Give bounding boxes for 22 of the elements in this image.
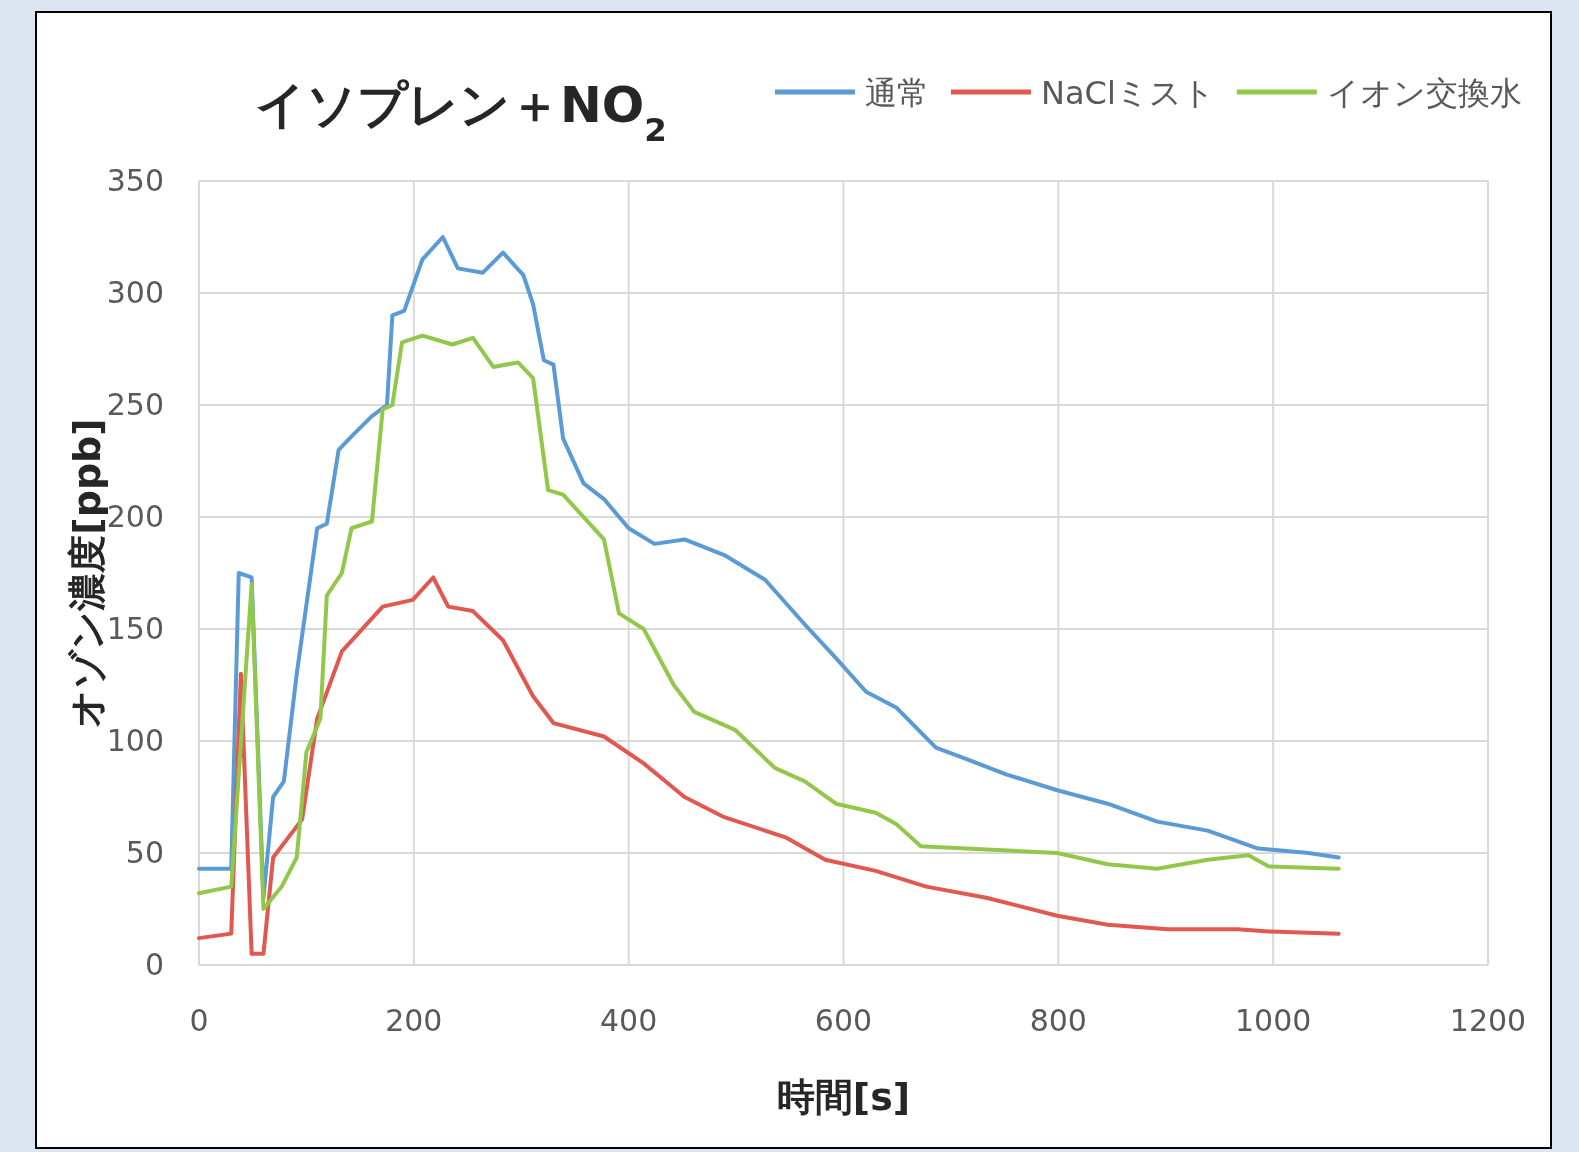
y-tick-label: 100 <box>106 723 164 758</box>
y-tick-label: 50 <box>125 835 164 870</box>
x-tick-label: 0 <box>189 1003 209 1038</box>
legend-label: NaClミスト <box>1041 74 1215 112</box>
x-tick-label: 400 <box>600 1003 658 1038</box>
x-tick-label: 800 <box>1029 1003 1087 1038</box>
y-tick-label: 350 <box>106 163 164 198</box>
line-series <box>197 333 1341 911</box>
x-tick-label: 1200 <box>1449 1003 1527 1038</box>
y-tick-label: 300 <box>106 275 164 310</box>
x-tick-label: 200 <box>385 1003 443 1038</box>
y-tick-label: 0 <box>144 947 164 982</box>
x-tick-label: 600 <box>814 1003 873 1038</box>
y-tick-label: 250 <box>106 387 164 422</box>
y-tick-label: 150 <box>106 611 164 646</box>
chart-title: イソプレン＋NO$_{2}$ <box>255 76 667 149</box>
x-axis-title: 時間[s] <box>776 1075 911 1119</box>
line-series <box>197 575 1341 956</box>
legend-label: イオン交換水 <box>1326 74 1522 112</box>
x-tick-label: 1000 <box>1234 1003 1312 1038</box>
y-axis-title: オゾン濃度[ppb] <box>65 418 109 728</box>
legend-label: 通常 <box>865 74 929 112</box>
